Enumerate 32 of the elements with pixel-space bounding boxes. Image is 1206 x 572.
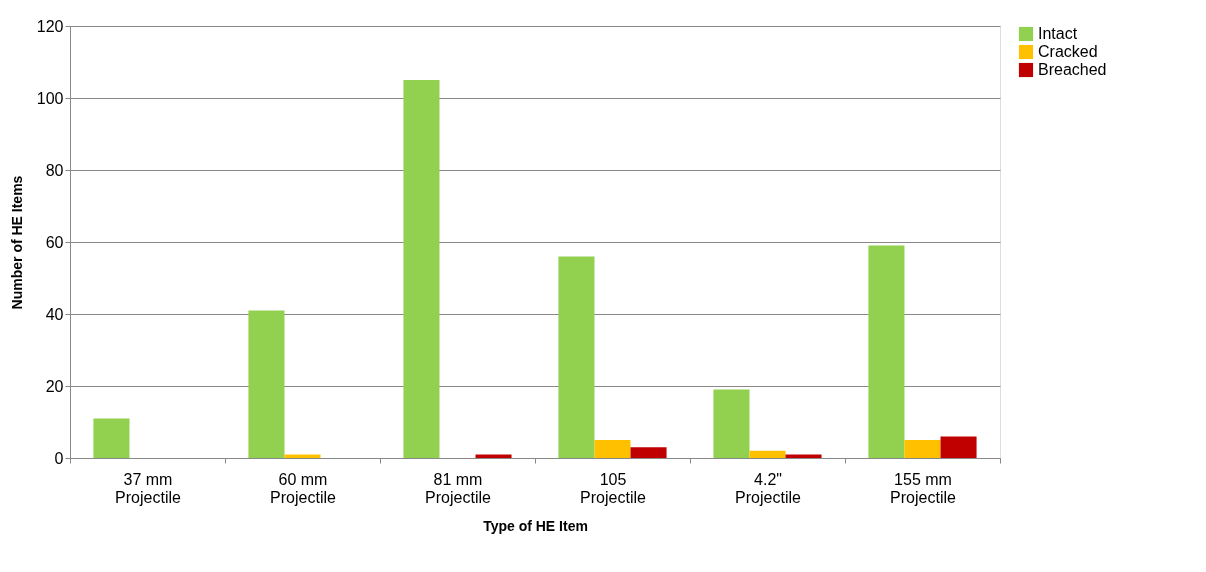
x-tick-label: 105 Projectile xyxy=(580,470,646,506)
y-tick-label: 20 xyxy=(45,377,64,395)
legend-label: Cracked xyxy=(1038,43,1098,60)
y-tick-label: 40 xyxy=(45,305,64,323)
bar xyxy=(558,256,595,458)
bar xyxy=(868,245,905,458)
x-tick-label: 37 mm Projectile xyxy=(115,470,181,506)
x-axis-title: Type of HE Item xyxy=(483,517,588,534)
x-tick-label: 4.2" Projectile xyxy=(735,470,801,506)
legend-label: Intact xyxy=(1038,25,1078,42)
y-tick-label: 120 xyxy=(36,17,64,35)
bar xyxy=(785,454,822,458)
y-tick-label: 80 xyxy=(45,161,64,179)
x-tick-label: 60 mm Projectile xyxy=(270,470,336,506)
y-tick-label: 60 xyxy=(45,233,64,251)
bar xyxy=(749,450,786,458)
bar xyxy=(475,454,512,458)
x-tick-label: 81 mm Projectile xyxy=(425,470,491,506)
y-tick-label: 100 xyxy=(36,89,64,107)
y-tick-label: 0 xyxy=(54,449,64,467)
y-axis-title: Number of HE Items xyxy=(8,175,25,310)
bar xyxy=(904,440,941,458)
bar xyxy=(594,440,631,458)
legend-label: Breached xyxy=(1038,61,1107,78)
bar xyxy=(630,447,667,458)
bar xyxy=(403,80,440,458)
bar xyxy=(93,418,130,458)
x-tick-label: 155 mm Projectile xyxy=(890,470,956,506)
bar xyxy=(713,389,750,458)
bar xyxy=(248,310,285,458)
bar xyxy=(940,436,977,458)
bar xyxy=(284,454,321,458)
